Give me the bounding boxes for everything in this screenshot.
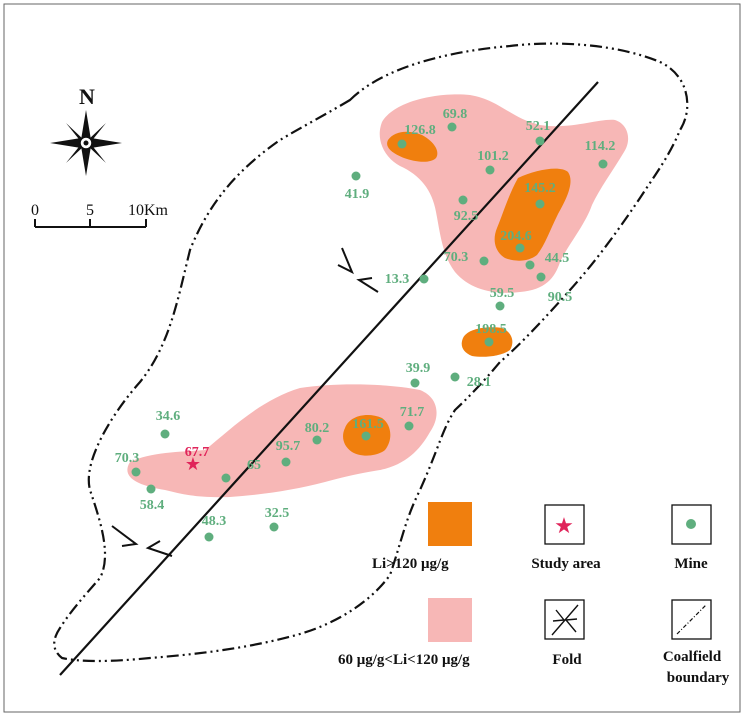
mine-point — [131, 467, 141, 477]
mine-value: 48.3 — [202, 514, 227, 529]
mine-point — [351, 171, 361, 181]
mine-point — [221, 473, 231, 483]
mine-point — [269, 522, 279, 532]
legend-label-study: Study area — [531, 556, 601, 572]
mine-value: 59.5 — [490, 286, 515, 301]
mine-point — [410, 378, 420, 388]
mine-point — [485, 165, 495, 175]
fold-icon — [551, 604, 579, 636]
legend-study-star-icon: ★ — [554, 513, 574, 538]
mine-value: 145.2 — [524, 181, 556, 196]
zone-high-1 — [387, 131, 438, 162]
mine-value: 101.2 — [477, 149, 509, 164]
mine-point — [458, 195, 468, 205]
legend-boundary-icon — [676, 604, 707, 635]
mine-value: 39.9 — [406, 361, 431, 376]
mine-value: 92.5 — [454, 209, 479, 224]
scale-tick-0: 0 — [31, 202, 39, 219]
mine-value: 41.9 — [345, 187, 370, 202]
mine-value: 34.6 — [156, 409, 181, 424]
mine-point — [495, 301, 505, 311]
mines-layer: 126.8 69.8 52.1 114.2 101.2 41.9 145.2 9… — [115, 107, 616, 542]
mine-point — [281, 457, 291, 467]
mine-value: 80.2 — [305, 421, 330, 436]
scale-bar: 0 5 10Km — [31, 202, 169, 228]
legend-label-medium: 60 μg/g<Li<120 μg/g — [338, 652, 470, 668]
legend-label-fold: Fold — [552, 652, 582, 668]
scale-tick-5: 5 — [86, 202, 94, 219]
mine-value: 70.3 — [115, 451, 140, 466]
zone-medium-north — [379, 94, 629, 293]
mine-value: 44.5 — [545, 251, 570, 266]
legend-swatch-medium — [428, 598, 472, 642]
mine-point — [536, 272, 546, 282]
mine-point — [361, 431, 371, 441]
mine-value: 65 — [247, 458, 261, 473]
mine-value: 114.2 — [585, 139, 616, 154]
mine-value: 70.3 — [444, 250, 469, 265]
study-area-marker: ★ 67.7 — [185, 445, 210, 474]
mine-point — [146, 484, 156, 494]
study-area-star-icon: ★ — [185, 454, 201, 474]
zone-medium-south — [127, 384, 437, 498]
mine-point — [598, 159, 608, 169]
mine-value: 13.3 — [385, 272, 410, 287]
mine-point — [204, 532, 214, 542]
legend-label-mine: Mine — [674, 556, 708, 572]
mine-point — [450, 372, 460, 382]
mine-point — [535, 136, 545, 146]
mine-value: 69.8 — [443, 107, 468, 122]
mine-point — [404, 421, 414, 431]
mine-point — [419, 274, 429, 284]
scale-tick-10km: 10Km — [128, 202, 169, 219]
legend-label-boundary-2: boundary — [667, 670, 730, 686]
mine-value: 204.6 — [500, 229, 532, 244]
mine-value: 126.8 — [404, 123, 436, 138]
figure-border — [3, 3, 741, 713]
mine-point — [515, 243, 525, 253]
mine-value: 32.5 — [265, 506, 290, 521]
fold-arrows-south — [111, 525, 173, 557]
mine-value: 28.1 — [467, 375, 492, 390]
mine-value: 90.5 — [548, 290, 573, 305]
mine-value: 71.7 — [400, 405, 425, 420]
legend-box-study — [544, 504, 585, 545]
legend-label-high: Li>120 μg/g — [372, 556, 449, 572]
mine-value: 52.1 — [526, 119, 551, 134]
mine-point — [479, 256, 489, 266]
study-area-value: 67.7 — [185, 445, 210, 460]
legend-swatch-high — [428, 502, 472, 546]
mine-point — [535, 199, 545, 209]
coalfield-boundary — [53, 42, 689, 663]
compass-rose-icon: N — [50, 84, 122, 176]
legend-mine-icon — [686, 519, 696, 529]
legend-label-boundary-1: Coalfield — [663, 649, 722, 665]
mine-value: 198.5 — [475, 322, 507, 337]
mine-point — [312, 435, 322, 445]
mine-point — [397, 139, 407, 149]
mine-point — [160, 429, 170, 439]
mine-point — [447, 122, 457, 132]
mine-value: 95.7 — [276, 439, 301, 454]
north-label: N — [79, 84, 95, 109]
mine-point — [484, 337, 494, 347]
mine-point — [525, 260, 535, 270]
legend: Li>120 μg/g 60 μg/g<Li<120 μg/g ★ Study … — [338, 502, 730, 686]
fold-arrows-north — [337, 247, 379, 293]
mine-value: 58.4 — [140, 498, 165, 513]
mine-value: 161.5 — [352, 417, 384, 432]
fold-axis — [59, 81, 599, 676]
zone-high-2 — [494, 168, 571, 261]
